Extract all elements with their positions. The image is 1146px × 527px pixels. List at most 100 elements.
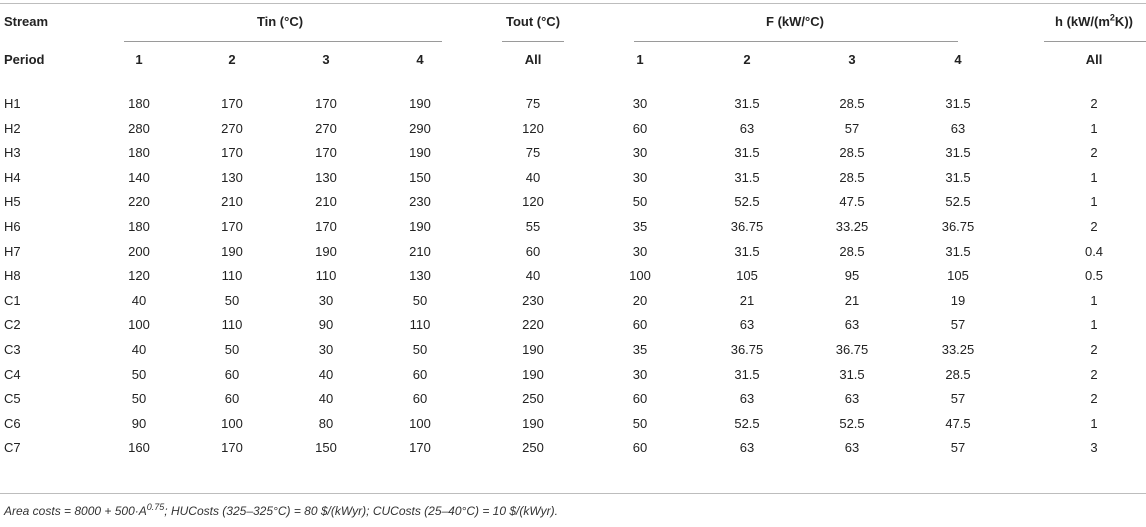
cell-f-4: 57 (950, 440, 966, 455)
cell-tin-2: 50 (224, 342, 240, 357)
cell-f-3: 36.75 (835, 342, 869, 357)
table-top-rule (0, 3, 1146, 4)
cell-tin-3: 30 (318, 293, 334, 308)
cell-h-all: 2 (1090, 96, 1098, 111)
cell-f-1: 60 (632, 440, 648, 455)
cell-tout-all: 250 (522, 391, 544, 406)
cell-f-3: 28.5 (839, 96, 865, 111)
cell-tin-3: 90 (318, 317, 334, 332)
row-stream-name: H4 (4, 170, 21, 185)
cell-tout-all: 55 (525, 219, 541, 234)
cell-tin-4: 100 (409, 416, 431, 431)
cell-f-2: 36.75 (730, 219, 764, 234)
footnote-part-a: Area costs = 8000 + 500·A (4, 504, 147, 518)
cell-f-3: 33.25 (835, 219, 869, 234)
row-stream-name: H1 (4, 96, 21, 111)
cell-tin-1: 50 (131, 391, 147, 406)
cell-h-all: 2 (1090, 367, 1098, 382)
cell-f-2: 31.5 (734, 244, 760, 259)
cell-h-all: 1 (1090, 416, 1098, 431)
cell-f-4: 31.5 (945, 145, 971, 160)
cell-f-1: 30 (632, 170, 648, 185)
cell-tin-3: 170 (315, 219, 337, 234)
cell-f-2: 63 (739, 121, 755, 136)
cell-tout-all: 230 (522, 293, 544, 308)
cell-tin-2: 190 (221, 244, 243, 259)
cell-tin-1: 90 (131, 416, 147, 431)
cell-tin-4: 130 (409, 268, 431, 283)
cell-tin-4: 60 (412, 391, 428, 406)
cell-f-1: 30 (632, 96, 648, 111)
header-period: Period (4, 52, 45, 67)
cell-tin-1: 220 (128, 194, 150, 209)
table-bottom-rule (0, 493, 1146, 494)
cell-tin-4: 60 (412, 367, 428, 382)
cell-f-4: 33.25 (941, 342, 975, 357)
cell-tin-4: 210 (409, 244, 431, 259)
cell-tin-3: 40 (318, 391, 334, 406)
subheader-tin-3: 3 (322, 52, 330, 67)
cell-h-all: 0.4 (1084, 244, 1104, 259)
cell-f-4: 63 (950, 121, 966, 136)
cell-f-1: 60 (632, 121, 648, 136)
cell-tin-3: 130 (315, 170, 337, 185)
cell-f-2: 31.5 (734, 96, 760, 111)
header-stream: Stream (4, 14, 49, 29)
row-stream-name: C5 (4, 391, 21, 406)
cell-f-3: 95 (844, 268, 860, 283)
cell-tin-3: 170 (315, 145, 337, 160)
cell-f-4: 28.5 (945, 367, 971, 382)
row-stream-name: C4 (4, 367, 21, 382)
cell-f-4: 57 (950, 317, 966, 332)
cell-tin-4: 230 (409, 194, 431, 209)
cell-tin-1: 180 (128, 219, 150, 234)
header-h: h (kW/(m2K)) (1055, 13, 1133, 30)
row-stream-name: H5 (4, 194, 21, 209)
cell-tin-2: 170 (221, 96, 243, 111)
cell-f-3: 63 (844, 391, 860, 406)
cell-h-all: 1 (1090, 293, 1098, 308)
cell-tin-2: 100 (221, 416, 243, 431)
cell-f-2: 105 (736, 268, 758, 283)
cell-tin-2: 210 (221, 194, 243, 209)
h-group-underline (1044, 41, 1146, 42)
cell-tin-2: 60 (224, 367, 240, 382)
cell-h-all: 1 (1090, 170, 1098, 185)
cell-f-4: 105 (947, 268, 969, 283)
cell-f-3: 63 (844, 317, 860, 332)
cell-tin-1: 140 (128, 170, 150, 185)
cell-tin-1: 40 (131, 293, 147, 308)
header-h-suffix: K)) (1114, 14, 1133, 29)
cell-f-3: 63 (844, 440, 860, 455)
cell-f-4: 52.5 (945, 194, 971, 209)
row-stream-name: C6 (4, 416, 21, 431)
cell-tin-1: 180 (128, 96, 150, 111)
cell-tin-2: 170 (221, 219, 243, 234)
cell-h-all: 2 (1090, 219, 1098, 234)
cell-tout-all: 40 (525, 268, 541, 283)
subheader-tin-4: 4 (416, 52, 424, 67)
subheader-h-all: All (1085, 52, 1103, 67)
cell-f-3: 28.5 (839, 244, 865, 259)
cell-tin-3: 30 (318, 342, 334, 357)
cell-h-all: 2 (1090, 145, 1098, 160)
cell-f-2: 31.5 (734, 145, 760, 160)
subheader-f-2: 2 (743, 52, 751, 67)
cell-tin-2: 110 (221, 268, 243, 283)
subheader-f-3: 3 (848, 52, 856, 67)
cell-f-4: 31.5 (945, 170, 971, 185)
cell-h-all: 1 (1090, 194, 1098, 209)
cell-tin-4: 190 (409, 96, 431, 111)
cell-f-2: 21 (739, 293, 755, 308)
cell-f-1: 30 (632, 244, 648, 259)
cell-tout-all: 190 (522, 367, 544, 382)
cell-tout-all: 75 (525, 96, 541, 111)
row-stream-name: H3 (4, 145, 21, 160)
row-stream-name: C2 (4, 317, 21, 332)
cell-f-2: 63 (739, 391, 755, 406)
cell-f-1: 30 (632, 145, 648, 160)
subheader-tin-1: 1 (135, 52, 143, 67)
table-footnote: Area costs = 8000 + 500·A0.75; HUCosts (… (4, 503, 558, 519)
cell-f-3: 52.5 (839, 416, 865, 431)
